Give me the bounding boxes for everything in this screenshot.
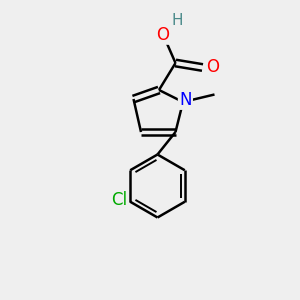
Text: N: N — [179, 91, 192, 109]
Text: O: O — [156, 26, 169, 44]
Text: Cl: Cl — [111, 191, 127, 209]
Text: H: H — [172, 13, 183, 28]
Text: O: O — [206, 58, 220, 76]
